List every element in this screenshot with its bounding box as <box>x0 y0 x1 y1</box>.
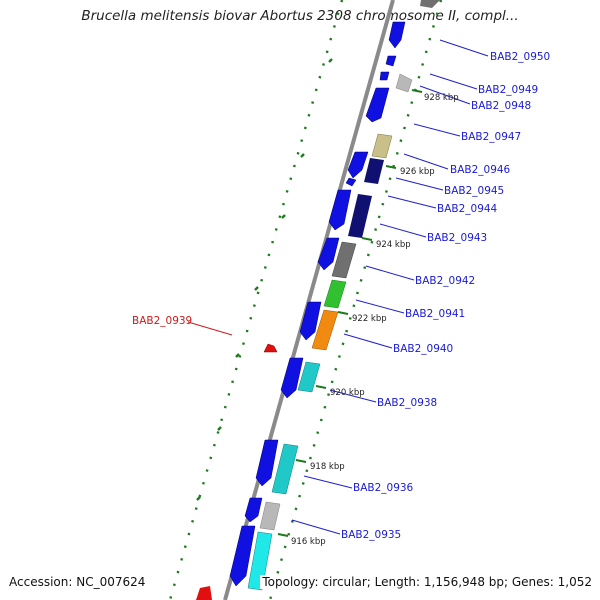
gene-feature-0946b <box>371 133 393 159</box>
gene-feature-0946 <box>347 151 369 179</box>
position-label-920kbp: 920 kbp <box>330 388 365 398</box>
gene-feature-0943 <box>317 237 340 271</box>
gene-feature-0938 <box>280 357 304 399</box>
gene-label-bab2-0943[interactable]: BAB2_0943 <box>427 232 487 244</box>
gene-feature-0940b <box>311 309 339 351</box>
gene-feature-0934 <box>229 525 256 587</box>
gene-feature-0936b <box>271 443 299 495</box>
gene-feature-0935b <box>259 501 281 531</box>
gene-feature-0944 <box>328 189 352 231</box>
gene-feature-0942b <box>331 241 357 279</box>
label-leader-lines <box>291 39 489 535</box>
gene-label-bab2-0946[interactable]: BAB2_0946 <box>450 164 511 176</box>
gene-label-bab2-0938[interactable]: BAB2_0938 <box>377 397 437 409</box>
gene-feature-red-bottom <box>196 586 212 600</box>
gene-feature-0934b <box>247 531 273 591</box>
gene-label-bab2-0940[interactable]: BAB2_0940 <box>393 343 453 355</box>
position-label-922kbp: 922 kbp <box>352 314 387 324</box>
gene-feature-0945 <box>345 177 357 187</box>
gene-feature-0948 <box>379 71 390 81</box>
position-label-918kbp: 918 kbp <box>310 462 345 472</box>
gene-label-bab2-0947[interactable]: BAB2_0947 <box>461 131 521 143</box>
gene-feature-0947 <box>365 87 390 123</box>
gene-feature-0945b <box>364 158 384 184</box>
map-title: Brucella melitensis biovar Abortus 2308 … <box>81 8 519 24</box>
gene-feature-0935 <box>244 497 263 523</box>
gene-feature-0936 <box>255 439 279 487</box>
accession-text: Accession: NC_007624 <box>9 575 146 589</box>
gene-feature-0950 <box>388 21 406 49</box>
gene-label-bab2-0935[interactable]: BAB2_0935 <box>341 529 401 541</box>
gene-label-bab2-0936[interactable]: BAB2_0936 <box>353 482 414 494</box>
gene-feature-0939 <box>263 343 278 353</box>
gene-label-bab2-0944[interactable]: BAB2_0944 <box>437 203 498 215</box>
forward-strand-genes <box>229 21 406 587</box>
gene-label-bab2-0942[interactable]: BAB2_0942 <box>415 275 475 287</box>
gene-label-bab2-0945[interactable]: BAB2_0945 <box>444 185 504 197</box>
position-label-926kbp: 926 kbp <box>400 167 435 177</box>
gene-label-bab2-0950[interactable]: BAB2_0950 <box>490 51 550 63</box>
gene-label-bab2-0949[interactable]: BAB2_0949 <box>478 84 538 96</box>
position-label-928kbp: 928 kbp <box>424 93 459 103</box>
label-leader-0939 <box>187 321 233 336</box>
gene-feature-0941 <box>299 301 322 341</box>
gene-feature-0950b <box>420 0 440 8</box>
gene-feature-0944b <box>348 194 372 238</box>
gene-feature-0949b <box>395 73 413 93</box>
gene-label-bab2-0941[interactable]: BAB2_0941 <box>405 308 465 320</box>
gene-feature-0938b <box>297 361 321 393</box>
gene-label-bab2-0939[interactable]: BAB2_0939 <box>132 315 192 327</box>
position-ticks <box>277 89 423 537</box>
gene-feature-0949 <box>385 55 397 67</box>
position-label-916kbp: 916 kbp <box>291 537 326 547</box>
gene-label-bab2-0948[interactable]: BAB2_0948 <box>471 100 531 112</box>
gene-feature-0941b <box>323 279 347 309</box>
major-tick-marks <box>196 58 333 501</box>
genome-summary-text: Topology: circular; Length: 1,156,948 bp… <box>260 575 592 589</box>
position-label-924kbp: 924 kbp <box>376 240 411 250</box>
